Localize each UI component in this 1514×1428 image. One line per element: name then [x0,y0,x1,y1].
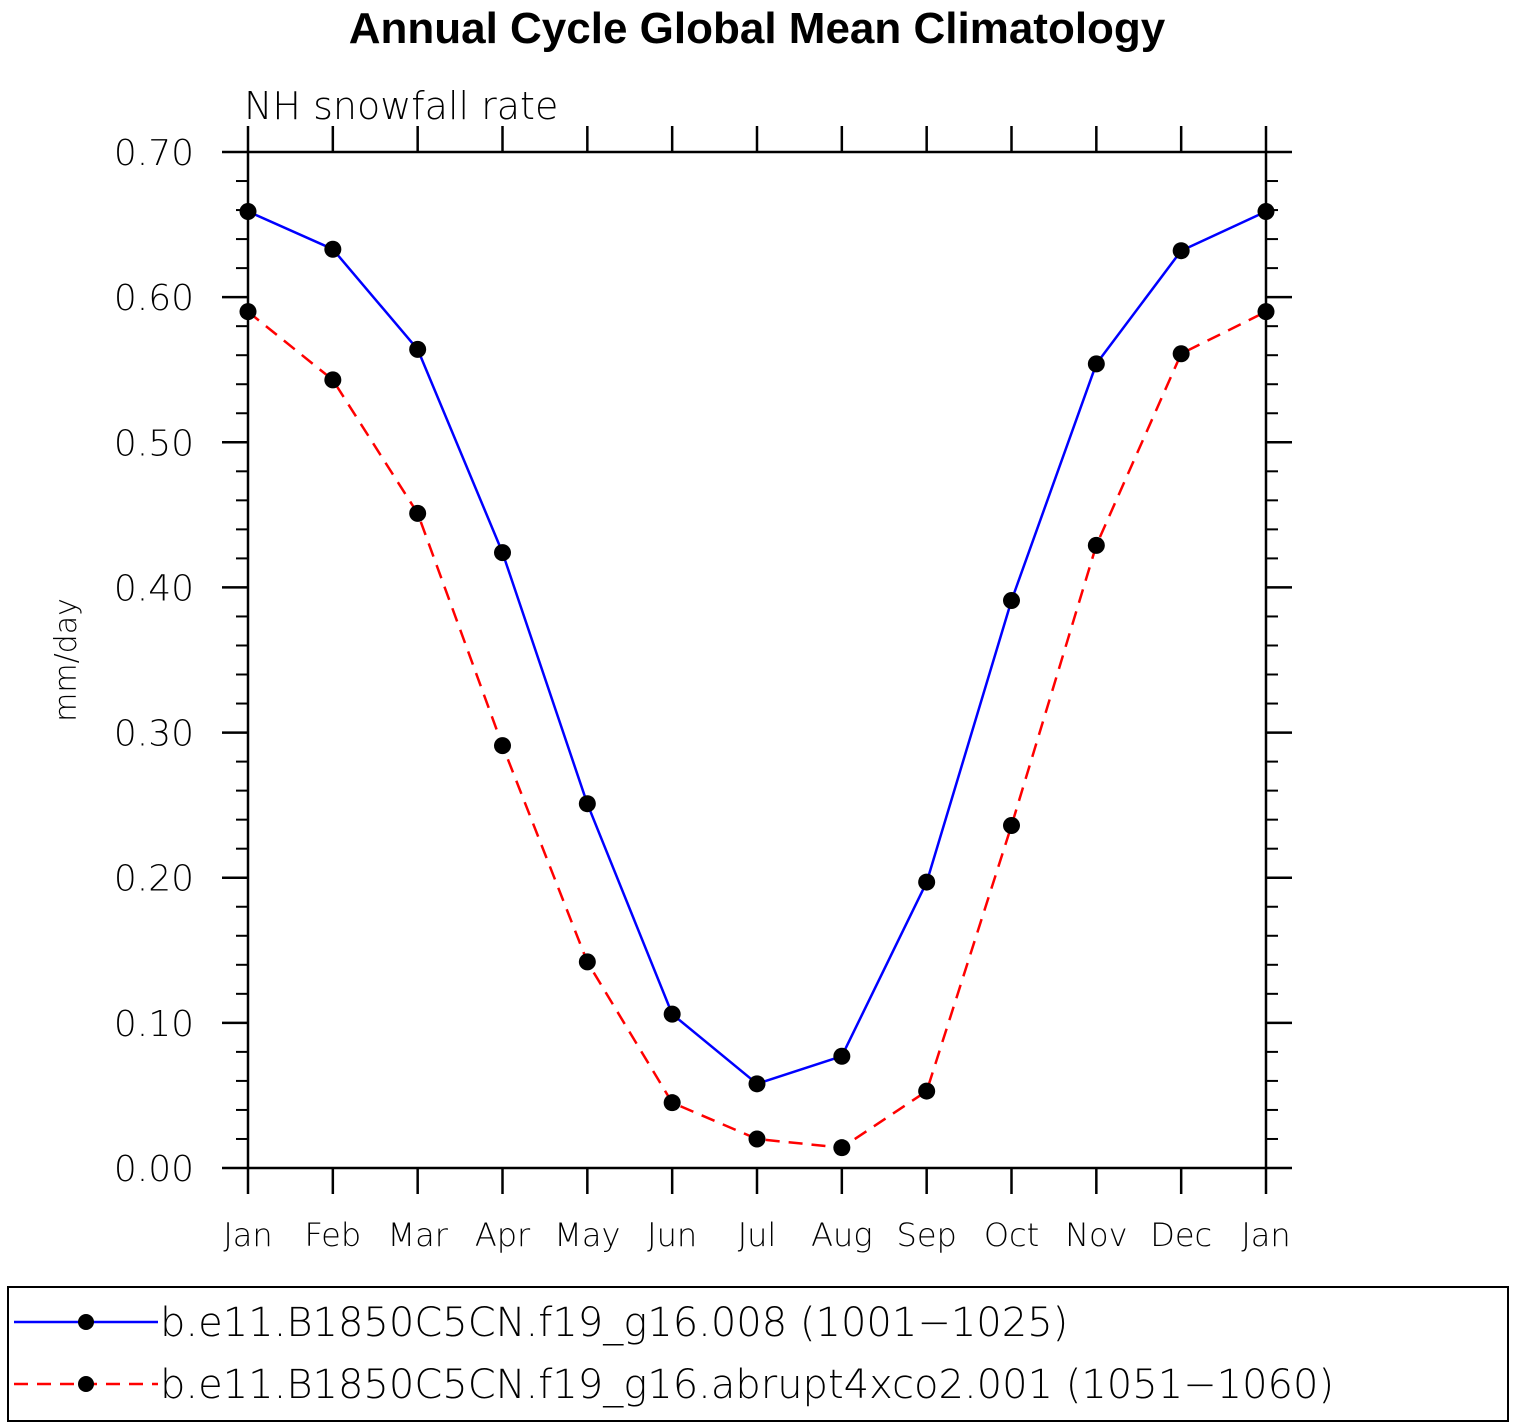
data-point-series-1 [918,873,936,891]
x-tick-label: Jul [738,1216,777,1254]
x-tick-label: Apr [475,1216,531,1254]
legend-label-series-1: b.e11.B1850C5CN.f19_g16.008 (1001−1025) [160,1300,1068,1346]
legend-marker-series-2 [78,1376,94,1392]
legend-label-series-2: b.e11.B1850C5CN.f19_g16.abrupt4xco2.001 … [160,1362,1334,1408]
x-tick-label: May [554,1216,620,1254]
x-tick-label: Jun [647,1216,697,1254]
data-point-series-2 [748,1130,766,1148]
x-tick-label: Aug [811,1216,872,1254]
chart-subtitle: NH snowfall rate [244,84,558,128]
chart-title: Annual Cycle Global Mean Climatology [349,4,1166,53]
plot-frame [246,150,1268,1170]
data-point-series-2 [1087,536,1105,554]
data-point-series-1 [494,544,511,562]
data-point-series-1 [1087,355,1105,373]
y-tick-label: 0.30 [114,714,194,755]
data-point-series-1 [578,795,596,813]
x-tick-label: Oct [984,1216,1039,1254]
y-axis-label: mm/day [49,598,84,722]
data-point-series-1 [324,240,342,258]
data-point-series-1 [409,340,427,358]
data-point-series-2 [324,371,342,389]
x-tick-label: Jan [223,1216,272,1254]
x-tick-label: Sep [897,1216,957,1254]
data-point-series-1 [1003,591,1020,609]
y-tick-label: 0.20 [114,859,194,900]
x-tick-label: Nov [1065,1216,1127,1254]
x-tick-label: Mar [387,1216,448,1254]
data-point-series-1 [663,1005,681,1023]
data-point-series-2 [833,1139,851,1157]
y-tick-labels: 0.00 0.10 0.20 0.30 0.40 0.50 0.60 0.70 [114,133,194,1190]
y-tick-label: 0.50 [114,423,194,464]
x-tick-label: Dec [1150,1216,1212,1254]
x-tick-label: Feb [305,1216,362,1254]
y-tick-label: 0.70 [114,133,194,174]
data-point-series-2 [918,1082,936,1100]
data-point-series-1 [1257,203,1275,221]
legend: b.e11.B1850C5CN.f19_g16.008 (1001−1025) … [7,1286,1509,1422]
data-point-series-2 [578,953,596,971]
data-point-series-2 [1257,303,1275,321]
series-line-1 [247,210,1267,1086]
data-point-series-2 [494,737,511,755]
legend-box [7,1286,1509,1422]
x-tick-label: Jan [1241,1216,1290,1254]
series-line-2 [247,310,1267,1149]
data-point-series-2 [663,1094,681,1112]
x-tick-labels: Jan Feb Mar Apr May Jun Jul Aug Sep Oct Nov Dec Jan [223,1216,1290,1254]
data-point-series-2 [1172,345,1190,363]
y-tick-label: 0.10 [114,1004,194,1045]
series-lines [247,210,1267,1149]
data-point-series-1 [833,1047,851,1065]
data-point-series-2 [1003,816,1020,834]
y-tick-label: 0.60 [114,278,194,319]
y-tick-label: 0.40 [114,568,194,609]
legend-marker-series-1 [78,1314,94,1330]
data-point-series-2 [239,303,257,321]
y-tick-label: 0.00 [114,1149,194,1190]
data-point-series-1 [239,203,257,221]
data-point-series-2 [409,504,427,522]
series-markers [239,203,1275,1157]
data-point-series-1 [748,1075,766,1093]
axis-ticks [222,126,1292,1194]
data-point-series-1 [1172,242,1190,260]
